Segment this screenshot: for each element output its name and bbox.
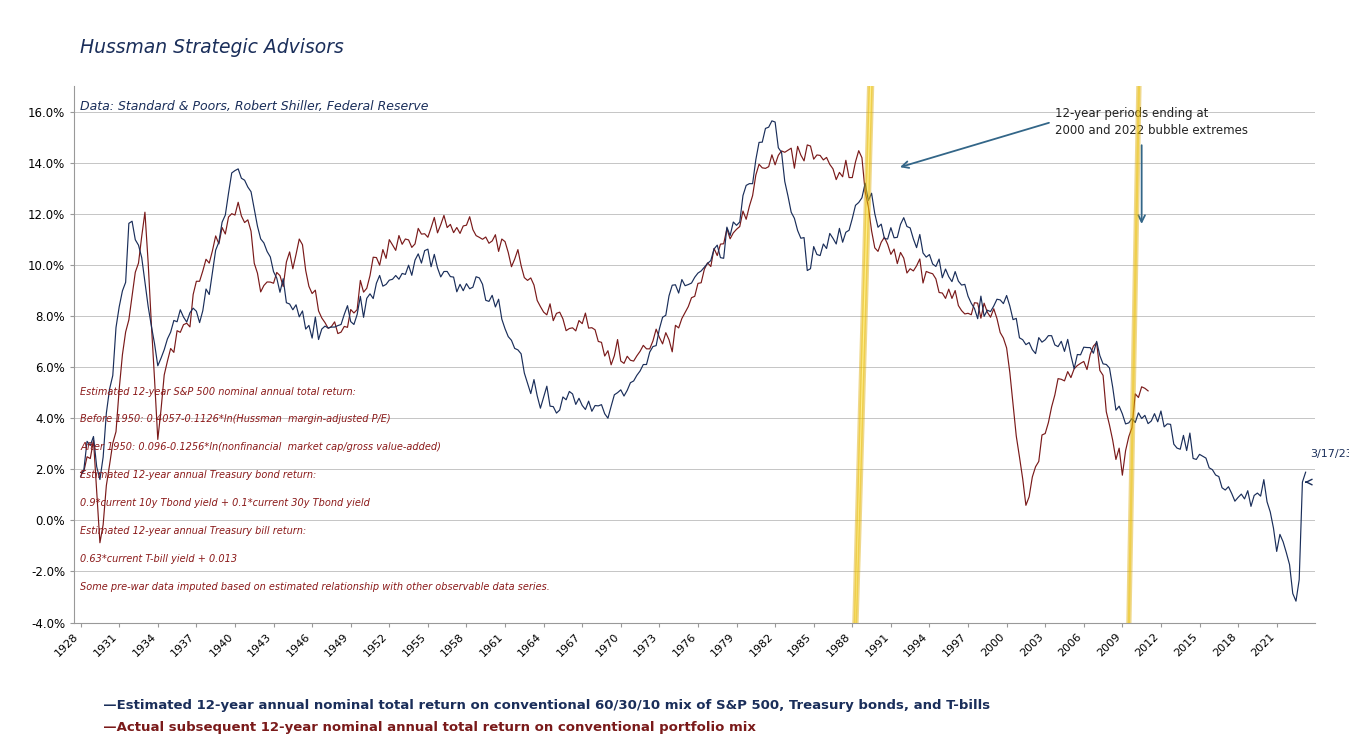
Text: Data: Standard & Poors, Robert Shiller, Federal Reserve: Data: Standard & Poors, Robert Shiller, … (81, 100, 429, 112)
Text: —Estimated 12-year annual nominal total return on conventional 60/30/10 mix of S: —Estimated 12-year annual nominal total … (94, 699, 990, 712)
Text: 3/17/23: 3/17/23 (1310, 449, 1349, 459)
Text: After 1950: 0.096-0.1256*ln(nonfinancial  market cap/gross value-added): After 1950: 0.096-0.1256*ln(nonfinancial… (81, 442, 441, 452)
Ellipse shape (1120, 0, 1151, 750)
Ellipse shape (847, 0, 888, 750)
Text: Some pre-war data imputed based on estimated relationship with other observable : Some pre-war data imputed based on estim… (81, 582, 550, 592)
Text: —Actual subsequent 12-year nominal annual total return on conventional portfolio: —Actual subsequent 12-year nominal annua… (94, 722, 757, 734)
Text: Estimated 12-year annual Treasury bill return:: Estimated 12-year annual Treasury bill r… (81, 526, 306, 536)
Text: Estimated 12-year annual Treasury bond return:: Estimated 12-year annual Treasury bond r… (81, 470, 317, 480)
Text: 0.9*current 10y Tbond yield + 0.1*current 30y Tbond yield: 0.9*current 10y Tbond yield + 0.1*curren… (81, 498, 370, 508)
Text: Before 1950: 0.4057-0.1126*ln(Hussman  margin-adjusted P/E): Before 1950: 0.4057-0.1126*ln(Hussman ma… (81, 415, 391, 424)
Text: Estimated 12-year S&P 500 nominal annual total return:: Estimated 12-year S&P 500 nominal annual… (81, 386, 356, 397)
Text: 12-year periods ending at
2000 and 2022 bubble extremes: 12-year periods ending at 2000 and 2022 … (1055, 106, 1248, 137)
Text: 0.63*current T-bill yield + 0.013: 0.63*current T-bill yield + 0.013 (81, 554, 237, 564)
Text: Hussman Strategic Advisors: Hussman Strategic Advisors (81, 38, 344, 57)
